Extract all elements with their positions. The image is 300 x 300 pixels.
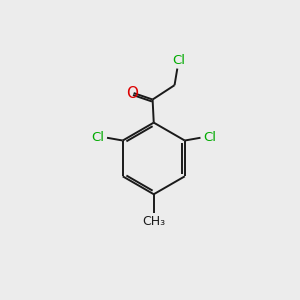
Text: CH₃: CH₃ [142,215,165,229]
Text: Cl: Cl [91,131,104,144]
Text: Cl: Cl [203,131,216,144]
Text: O: O [126,85,138,100]
Text: Cl: Cl [172,54,185,68]
